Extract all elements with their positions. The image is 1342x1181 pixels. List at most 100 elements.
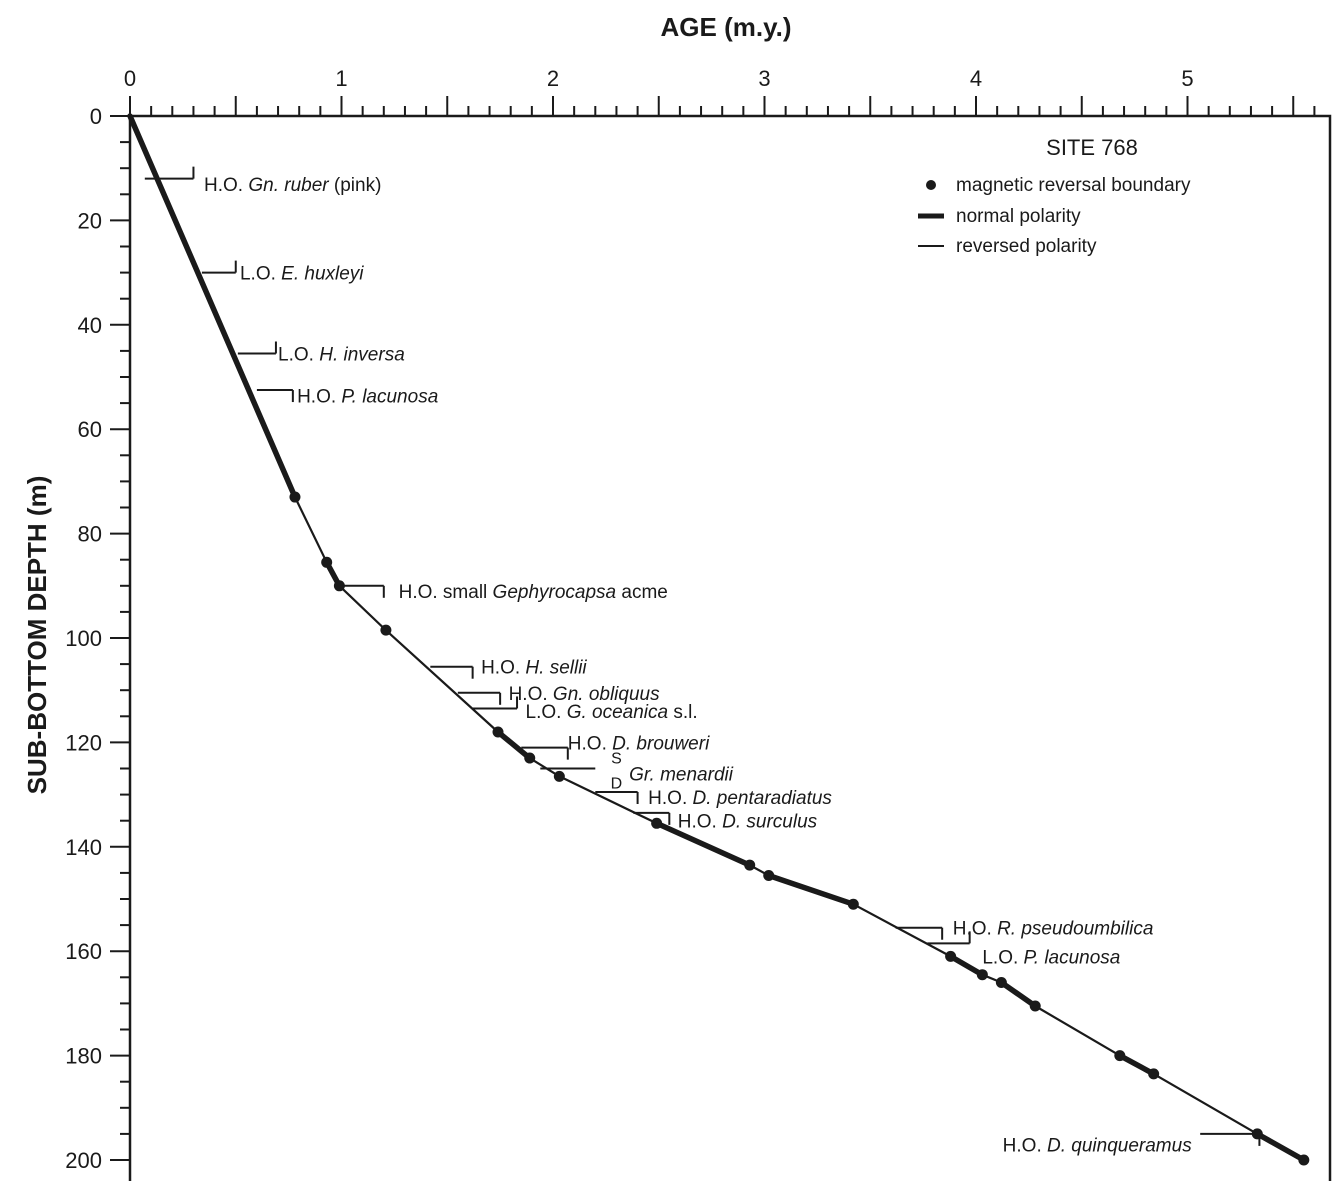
datum-annotation: H.O. H. sellii [430, 658, 587, 679]
datum-label: H.O. D. pentaradiatus [648, 788, 832, 809]
reversed-polarity-segment [293, 496, 328, 564]
reversed-polarity-segment [852, 903, 952, 958]
legend-dot-icon [926, 180, 936, 190]
legend-item-label: normal polarity [956, 206, 1081, 227]
datum-label: H.O. R. pseudoumbilica [953, 919, 1154, 940]
datum-label: H.O. small Gephyrocapsa acme [399, 582, 668, 603]
datum-label-text: H.O. [481, 658, 525, 679]
fraction-numerator: S [611, 751, 622, 768]
y-tick-label: 80 [78, 522, 102, 547]
datum-annotation: H.O. R. pseudoumbilica [895, 919, 1154, 940]
datum-annotation: H.O. D. quinqueramus [1003, 1132, 1261, 1156]
normal-polarity-segment [1254, 1131, 1307, 1163]
reversal-boundary-point [492, 726, 504, 738]
y-tick-label: 0 [90, 104, 102, 129]
reversal-boundary-point [945, 950, 957, 962]
y-tick-label: 200 [65, 1148, 102, 1173]
datum-label: H.O. P. lacunosa [297, 386, 438, 407]
plot-frame [128, 114, 1332, 1181]
biostratigraphic-events: H.O. Gn. ruber (pink) L.O. E. huxleyi L.O.… [144, 166, 1261, 1156]
datum-label-taxon: P. lacunosa [341, 386, 438, 407]
y-axis-ticks: 0 20 40 60 80 100 120 140 160 180 200 [65, 104, 130, 1173]
reversal-boundary-point [321, 556, 333, 568]
normal-polarity-segment [653, 820, 753, 868]
fraction-denominator: D [611, 776, 623, 793]
normal-polarity-segment [495, 729, 533, 761]
datum-label: H.O. Gn. obliquus [509, 684, 661, 705]
reversal-boundary-point [380, 624, 392, 636]
datum-label-taxon: R. pseudoumbilica [997, 919, 1153, 940]
datum-label-text: L.O. [982, 947, 1023, 968]
datum-label-text: H.O. [568, 733, 612, 754]
datum-label: L.O. G. oceanica s.l. [526, 702, 698, 723]
reversed-polarity-segment [1152, 1072, 1259, 1136]
datum-label: H.O. D. surculus [678, 812, 818, 833]
reversal-boundary-point [1114, 1050, 1126, 1062]
datum-label-text: acme [616, 582, 668, 603]
x-tick-label: 5 [1181, 66, 1193, 91]
datum-annotation: L.O. E. huxleyi [201, 260, 364, 285]
datum-label-taxon: P. lacunosa [1024, 947, 1121, 968]
datum-label-taxon: D. pentaradiatus [693, 788, 833, 809]
reversal-boundary-point [1251, 1128, 1263, 1140]
y-tick-label: 100 [65, 626, 102, 651]
reversal-boundary-point [995, 977, 1007, 989]
reversal-boundary-point [1029, 1000, 1041, 1012]
datum-label: H.O. D. quinqueramus [1003, 1135, 1193, 1156]
reversal-boundary-point [744, 859, 756, 871]
datum-annotation: H.O. P. lacunosa [256, 386, 438, 407]
x-tick-label: 1 [335, 66, 347, 91]
legend-item-label: magnetic reversal boundary [956, 175, 1191, 196]
reversal-boundary-point [553, 770, 565, 782]
datum-label-taxon: Gn. obliquus [553, 684, 660, 705]
normal-polarity-segment [765, 872, 857, 907]
datum-annotation: L.O. P. lacunosa [927, 931, 1120, 968]
datum-annotation: SD Gr. menardii [540, 751, 734, 793]
y-axis-title: SUB-BOTTOM DEPTH (m) [22, 476, 52, 795]
datum-label: L.O. E. huxleyi [240, 264, 364, 285]
legend: SITE 768 magnetic reversal boundary normal… [918, 135, 1191, 257]
normal-polarity-segment [1117, 1052, 1157, 1077]
reversal-boundary-point [1298, 1154, 1310, 1166]
legend-title: SITE 768 [1046, 135, 1138, 160]
x-tick-label: 0 [124, 66, 136, 91]
reversal-boundary-point [847, 898, 859, 910]
datum-label: L.O. P. lacunosa [982, 947, 1120, 968]
reversed-polarity-segment [1034, 1004, 1121, 1057]
datum-annotation: H.O. Gn. obliquus [457, 684, 661, 705]
datum-label-taxon: Gr. menardii [629, 765, 734, 786]
datum-annotation: L.O. H. inversa [237, 341, 405, 366]
datum-label-text: H.O. [678, 812, 722, 833]
datum-label-taxon: D. quinqueramus [1047, 1135, 1192, 1156]
datum-label-text: H.O. [953, 919, 997, 940]
y-tick-label: 40 [78, 313, 102, 338]
datum-label-text: H.O. [648, 788, 692, 809]
reversal-boundary-point [289, 491, 301, 503]
datum-label-taxon: G. oceanica [567, 702, 668, 723]
reversal-boundary-point [651, 817, 663, 829]
y-tick-label: 20 [78, 208, 102, 233]
datum-label-text: H.O. [509, 684, 553, 705]
age-depth-curve [127, 113, 1310, 1166]
y-tick-label: 140 [65, 835, 102, 860]
datum-annotation: H.O. D. brouweri [521, 733, 710, 760]
y-tick-label: 180 [65, 1044, 102, 1069]
datum-annotation: H.O. Gn. ruber (pink) [144, 166, 381, 196]
reversal-boundary-point [1148, 1068, 1160, 1080]
normal-polarity-segment [127, 113, 298, 500]
datum-label-text: H.O. [1003, 1135, 1047, 1156]
datum-annotation: L.O. G. oceanica s.l. [472, 696, 698, 723]
datum-label-text: H.O. [204, 175, 248, 196]
x-axis-title: AGE (m.y.) [661, 12, 792, 42]
x-tick-label: 4 [970, 66, 982, 91]
datum-label-taxon: D. surculus [722, 812, 818, 833]
normal-polarity-segment [947, 953, 986, 978]
datum-label-taxon: D. brouweri [612, 733, 710, 754]
datum-annotation: H.O. D. surculus [633, 812, 818, 833]
reversal-boundary-point [524, 752, 536, 764]
datum-annotation: H.O. small Gephyrocapsa acme [339, 582, 668, 603]
datum-label-text: L.O. [278, 345, 319, 366]
datum-annotation: H.O. D. pentaradiatus [595, 788, 832, 809]
datum-label-text: L.O. [526, 702, 567, 723]
